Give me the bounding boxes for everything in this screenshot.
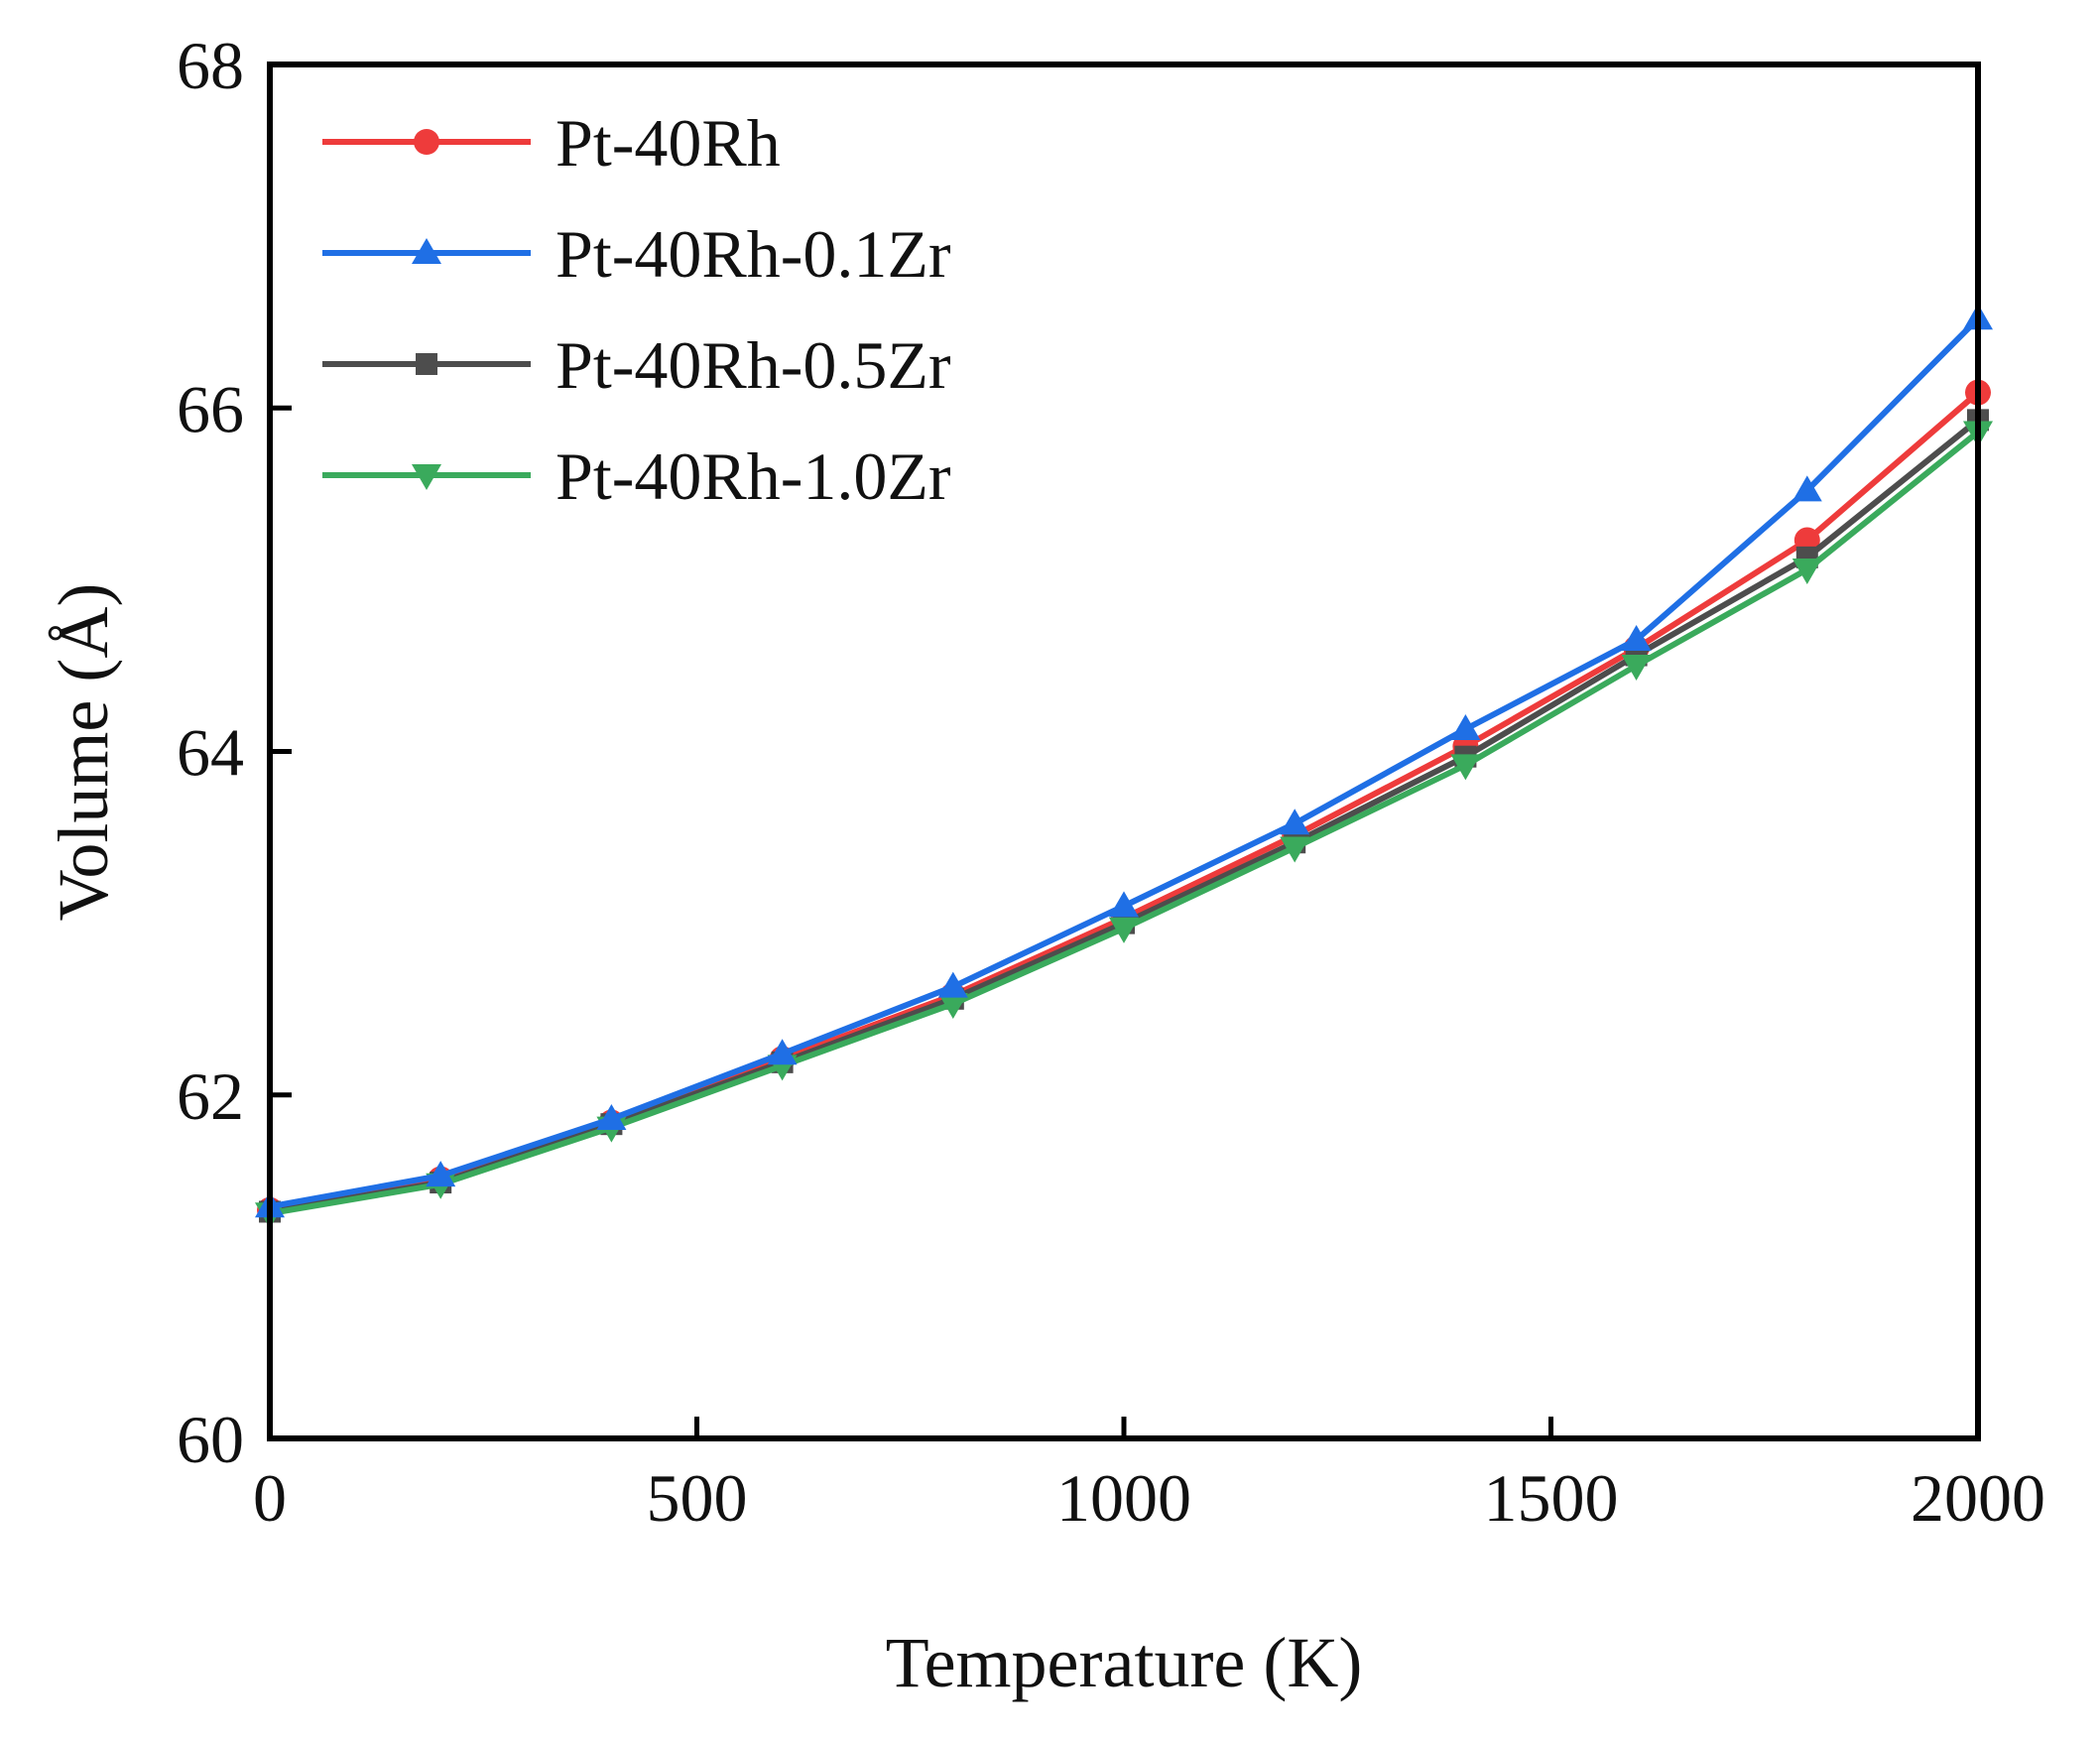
legend-label: Pt-40Rh [556,105,781,181]
data-point [1791,558,1822,584]
legend-label: Pt-40Rh-0.1Zr [556,216,951,292]
legend-item: Pt-40Rh [322,105,781,181]
legend-label: Pt-40Rh-1.0Zr [556,438,951,514]
x-tick-label: 0 [253,1460,287,1536]
ticks-layer: 0 500 1000 1500 2000 60 62 64 66 68 [177,28,2045,1536]
legend-item: Pt-40Rh-0.1Zr [322,216,951,292]
data-point [937,971,968,998]
series-line [269,316,1981,1210]
y-axis-title: Volume (Å) [44,583,123,922]
data-point [1450,713,1481,740]
x-tick-label: 2000 [1911,1460,2045,1536]
legend-item: Pt-40Rh-1.0Zr [322,438,951,514]
series-4 [255,421,1993,1229]
data-point [1791,475,1822,502]
legend: Pt-40Rh Pt-40Rh-0.1Zr Pt-40Rh-0.5Zr Pt-40Rh… [322,105,951,514]
y-tick-label: 68 [177,28,244,103]
x-tick-label: 1000 [1056,1460,1191,1536]
y-tick-label: 60 [177,1402,244,1477]
data-point [426,1161,456,1187]
data-point [1621,654,1652,681]
legend-marker [416,353,437,375]
legend-label: Pt-40Rh-0.5Zr [556,327,951,403]
series-line [269,390,1980,1213]
y-tick-label: 66 [177,371,244,446]
data-point [1450,754,1481,781]
series-1 [257,379,1991,1223]
legend-marker [414,129,439,155]
data-point [1109,891,1139,918]
data-point [1621,624,1652,651]
series-layer [255,304,1993,1229]
x-tick-label: 500 [647,1460,748,1536]
series-2 [255,304,1993,1218]
legend-marker [412,464,441,490]
data-point [596,1103,627,1130]
series-3 [259,409,1989,1223]
y-tick-label: 64 [177,715,244,791]
x-axis-title: Temperature (K) [886,1623,1363,1702]
data-point [937,992,968,1019]
legend-marker [412,238,441,264]
legend-item: Pt-40Rh-0.5Zr [322,327,951,403]
data-point [1109,917,1139,943]
series-line [269,430,1980,1217]
y-tick-label: 62 [177,1058,244,1134]
data-point [1280,808,1310,835]
x-tick-label: 1500 [1484,1460,1619,1536]
data-point [1280,836,1310,863]
series-line [269,418,1980,1215]
data-point [767,1039,798,1065]
plot-frame [267,62,1981,1441]
